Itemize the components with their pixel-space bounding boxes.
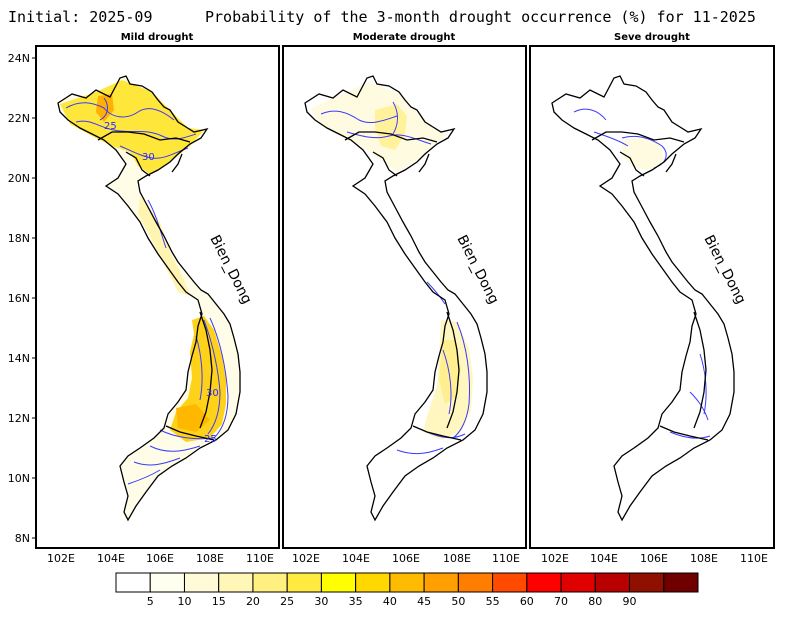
colorbar-label: 20 [246, 595, 260, 608]
colorbar-swatch [492, 572, 528, 593]
initial-date-label: Initial: 2025-09 [8, 8, 153, 26]
lon-tick-label: 102E [541, 552, 569, 565]
colorbar-label: 55 [486, 595, 500, 608]
lat-tick-label: 18N [8, 232, 30, 245]
lon-tick-label: 104E [342, 552, 370, 565]
lat-tick-label: 10N [8, 472, 30, 485]
colorbar-label: 70 [554, 595, 568, 608]
lon-tick-label: 110E [492, 552, 520, 565]
panel-mild: Mild drought [35, 32, 280, 549]
contour-label: 25 [204, 434, 217, 445]
lat-tick-label: 12N [8, 412, 30, 425]
lon-tick-label: 106E [392, 552, 420, 565]
lat-tick-label: 22N [8, 112, 30, 125]
lon-tick-label: 106E [146, 552, 174, 565]
lat-tick-label: 8N [15, 532, 30, 545]
colorbar-swatch [252, 572, 288, 593]
lon-tick-label: 106E [640, 552, 668, 565]
colorbar-label: 60 [520, 595, 534, 608]
lon-tick-label: 108E [196, 552, 224, 565]
colorbar-swatch [149, 572, 185, 593]
colorbar-swatch [183, 572, 220, 593]
orange-area-north [96, 94, 114, 122]
colorbar: 5 10 15 20 25 30 35 40 45 50 55 60 70 80 90 [115, 572, 699, 608]
colorbar-label: 40 [383, 595, 397, 608]
light-yellow-area-central [439, 340, 461, 404]
panel-moderate: Moderate drought Bien_Dong [282, 32, 527, 549]
colorbar-swatch [457, 572, 494, 593]
colorbar-swatch [423, 572, 459, 593]
pale-area-north [622, 136, 664, 170]
colorbar-label: 30 [314, 595, 328, 608]
colorbar-swatch [663, 572, 699, 593]
colorbar-swatch [115, 572, 151, 593]
lon-tick-label: 110E [740, 552, 768, 565]
lon-tick-label: 102E [292, 552, 320, 565]
lat-tick-label: 16N [8, 292, 30, 305]
colorbar-swatch [629, 572, 665, 593]
panel-title: Moderate drought [353, 32, 456, 43]
colorbar-label: 25 [280, 595, 294, 608]
colorbar-swatch [320, 572, 357, 593]
colorbar-swatch [594, 572, 631, 593]
colorbar-label: 15 [212, 595, 226, 608]
lat-tick-label: 14N [8, 352, 30, 365]
colorbar-swatch [218, 572, 254, 593]
panel-title: Mild drought [121, 32, 194, 43]
colorbar-label: 80 [588, 595, 602, 608]
yellow-area-north [60, 80, 204, 174]
colorbar-label: 10 [177, 595, 191, 608]
light-yellow-area-north [375, 104, 407, 150]
contour-lines [65, 97, 229, 485]
contour-label: 30 [206, 388, 219, 399]
colorbar-swatch [560, 572, 596, 593]
lon-tick-label: 102E [47, 552, 75, 565]
figure-title: Probability of the 3-month drought occur… [205, 8, 756, 26]
contour-label: 25 [104, 121, 117, 132]
lon-tick-label: 104E [590, 552, 618, 565]
lon-tick-label: 108E [690, 552, 718, 565]
colorbar-label: 35 [349, 595, 363, 608]
lon-tick-label: 110E [246, 552, 274, 565]
latitude-axis: 24N 22N 20N 18N 16N 14N 12N 10N 8N [8, 52, 36, 545]
contour-lines [320, 101, 470, 455]
colorbar-label: 5 [147, 595, 154, 608]
colorbar-label: 50 [451, 595, 465, 608]
colorbar-label: 90 [623, 595, 637, 608]
pale-area-central [138, 196, 190, 296]
colorbar-swatch [389, 572, 425, 593]
panel-title: Seve drought [614, 32, 690, 43]
lon-tick-label: 104E [97, 552, 125, 565]
colorbar-label: 45 [417, 595, 431, 608]
longitude-axis: 102E 104E 106E 108E 110E 102E 104E 106E … [47, 552, 768, 565]
lat-tick-label: 24N [8, 52, 30, 65]
colorbar-swatch [526, 572, 562, 593]
panel-severe: Seve drought Bien_Dong [529, 32, 775, 549]
lat-tick-label: 20N [8, 172, 30, 185]
contour-label: 30 [142, 152, 155, 163]
colorbar-swatch [355, 572, 391, 593]
lon-tick-label: 108E [443, 552, 471, 565]
colorbar-swatch [286, 572, 322, 593]
